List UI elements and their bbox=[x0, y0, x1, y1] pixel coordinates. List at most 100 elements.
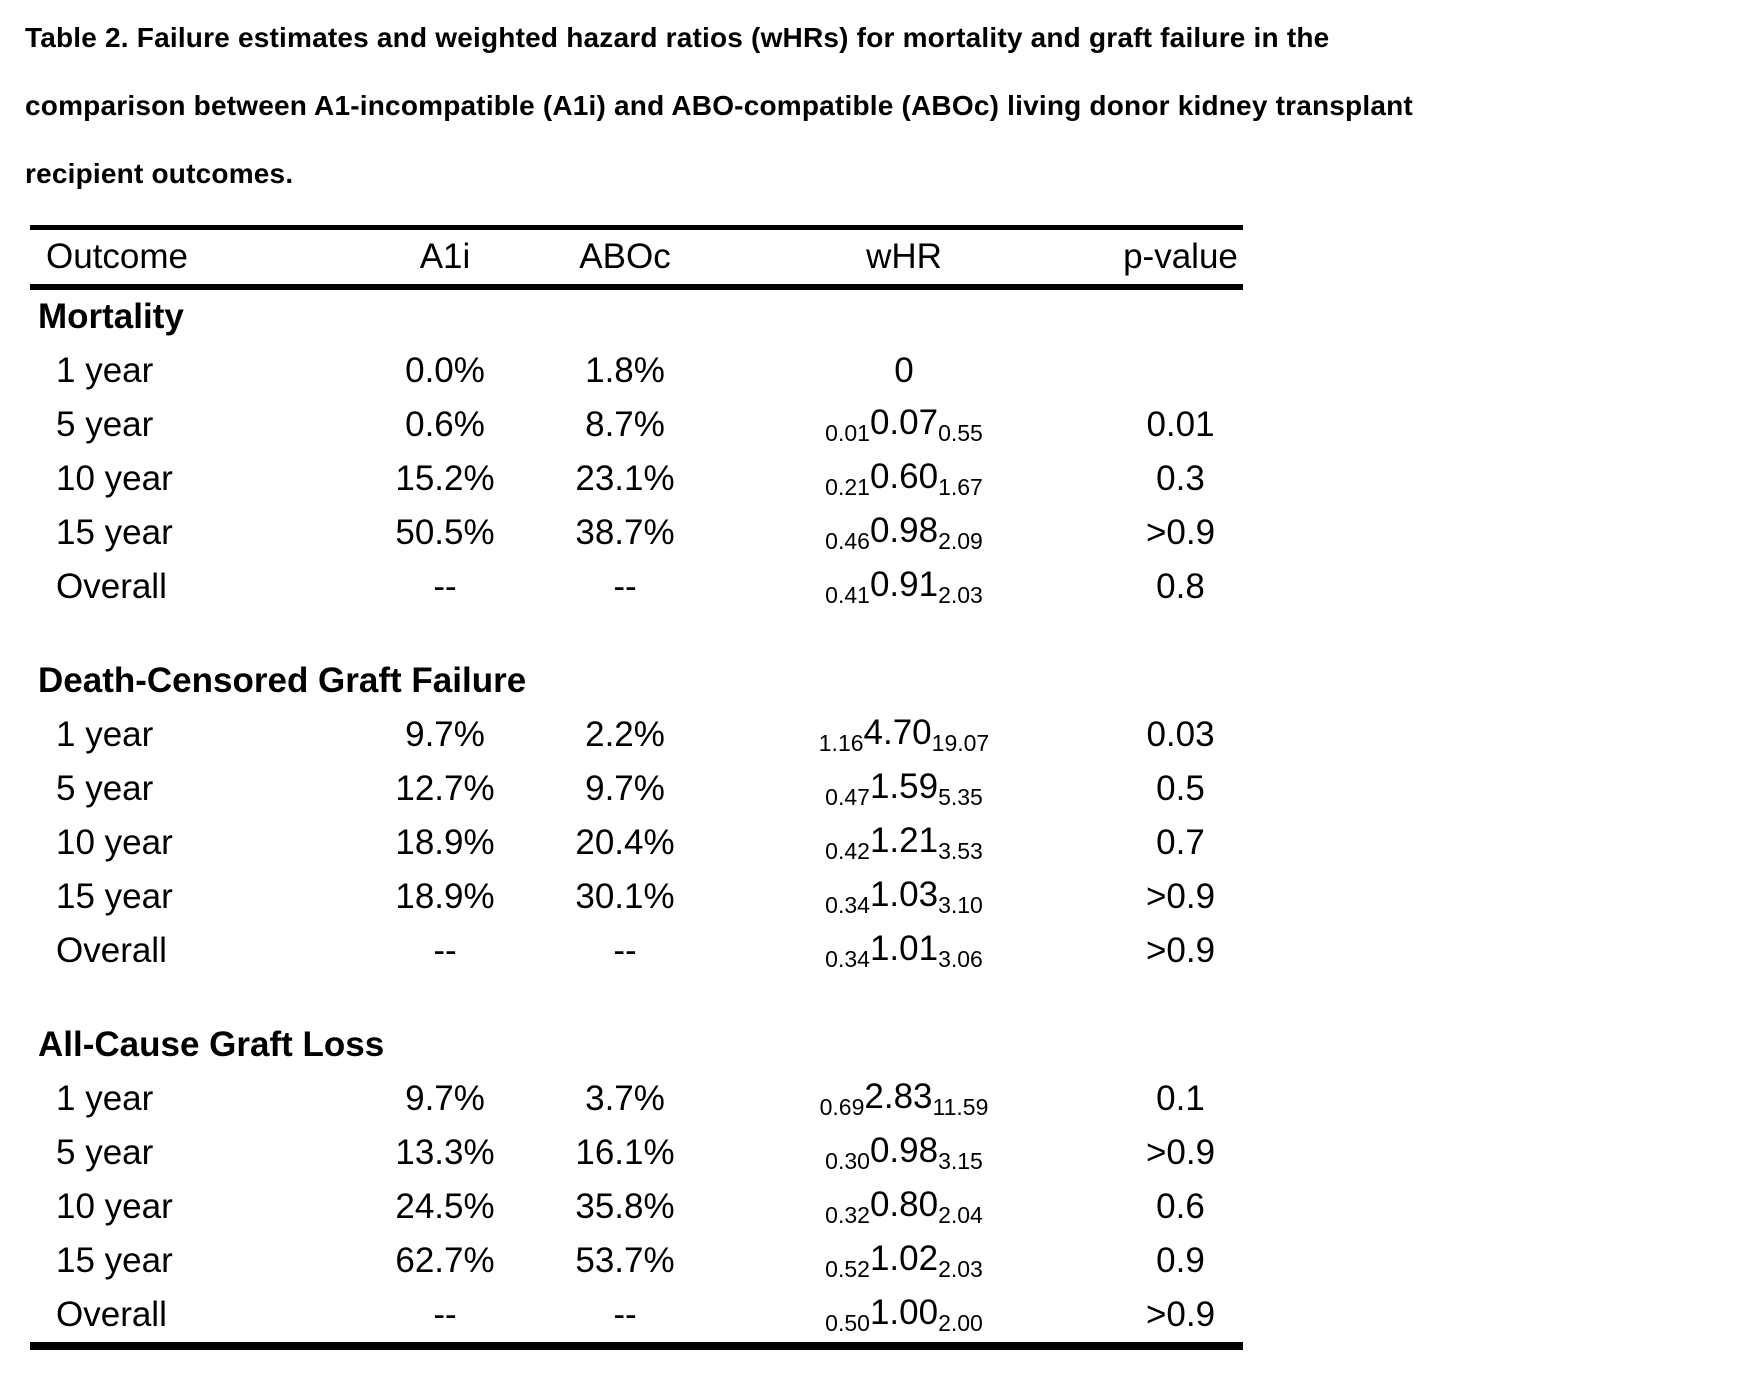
whr-upper-bound: 2.03 bbox=[938, 582, 983, 608]
col-header-whr: wHR bbox=[690, 227, 1118, 290]
whr-cell: 0.341.013.06 bbox=[690, 924, 1118, 978]
p-value-cell: 0.01 bbox=[1146, 405, 1215, 444]
whr-estimate: 1.21 bbox=[869, 821, 939, 860]
table-header: Outcome A1i ABOc wHR p-value bbox=[30, 227, 1243, 290]
p-value-cell: 0.7 bbox=[1156, 823, 1205, 862]
whr-estimate: 1.00 bbox=[869, 1293, 939, 1332]
a1i-cell: 50.5% bbox=[395, 513, 495, 552]
whr-cell: 0.692.8311.59 bbox=[690, 1072, 1118, 1126]
whr-lower-bound: 0.47 bbox=[825, 784, 870, 810]
aboc-cell: -- bbox=[613, 931, 637, 970]
outcome-cell: 15 year bbox=[56, 877, 173, 916]
table-row: Overall -- -- 0.341.013.06 >0.9 bbox=[30, 924, 1243, 978]
whr-cell: 0.410.912.03 bbox=[690, 560, 1118, 614]
outcome-cell: Overall bbox=[56, 1295, 167, 1334]
whr-estimate: 1.59 bbox=[869, 767, 939, 806]
aboc-cell: 35.8% bbox=[575, 1187, 675, 1226]
whr-cell: 0 bbox=[690, 344, 1118, 398]
a1i-cell: 62.7% bbox=[395, 1241, 495, 1280]
table-row: Overall -- -- 0.410.912.03 0.8 bbox=[30, 560, 1243, 614]
whr-estimate: 0.60 bbox=[869, 457, 939, 496]
whr-upper-bound: 3.10 bbox=[938, 892, 983, 918]
a1i-cell: 9.7% bbox=[405, 1079, 485, 1118]
whr-lower-bound: 0.34 bbox=[825, 946, 870, 972]
whr-lower-bound: 0.01 bbox=[825, 420, 870, 446]
table-row: 5 year 13.3% 16.1% 0.300.983.15 >0.9 bbox=[30, 1126, 1243, 1180]
outcome-cell: 1 year bbox=[56, 351, 154, 390]
aboc-cell: 8.7% bbox=[585, 405, 665, 444]
outcome-cell: 5 year bbox=[56, 1133, 154, 1172]
whr-upper-bound: 2.00 bbox=[938, 1310, 983, 1336]
a1i-cell: 0.6% bbox=[405, 405, 485, 444]
header-row: Outcome A1i ABOc wHR p-value bbox=[30, 227, 1243, 290]
a1i-cell: 18.9% bbox=[395, 877, 495, 916]
whr-upper-bound: 5.35 bbox=[938, 784, 983, 810]
outcome-cell: Overall bbox=[56, 567, 167, 606]
whr-lower-bound: 1.16 bbox=[818, 730, 864, 756]
table-body: Mortality 1 year 0.0% 1.8% 0 5 year 0.6% 8.7% 0.… bbox=[30, 287, 1243, 1346]
col-header-p-value: p-value bbox=[1118, 227, 1243, 290]
table-row: 1 year 0.0% 1.8% 0 bbox=[30, 344, 1243, 398]
outcome-cell: 15 year bbox=[56, 513, 173, 552]
section-header-row: Mortality bbox=[30, 287, 1243, 344]
p-value-cell bbox=[1118, 344, 1243, 398]
section-label: Death-Censored Graft Failure bbox=[38, 661, 527, 700]
aboc-cell: 2.2% bbox=[585, 715, 665, 754]
whr-cell: 0.320.802.04 bbox=[690, 1180, 1118, 1234]
section-header-row: Death-Censored Graft Failure bbox=[30, 654, 1243, 708]
outcome-cell: 5 year bbox=[56, 769, 154, 808]
whr-upper-bound: 1.67 bbox=[938, 474, 983, 500]
col-header-a1i: A1i bbox=[330, 227, 560, 290]
whr-lower-bound: 0.46 bbox=[825, 528, 870, 554]
table-row: 10 year 15.2% 23.1% 0.210.601.67 0.3 bbox=[30, 452, 1243, 506]
whr-cell: 0.471.595.35 bbox=[690, 762, 1118, 816]
results-table: Outcome A1i ABOc wHR p-value Mortality 1 … bbox=[30, 225, 1243, 1350]
whr-estimate: 2.83 bbox=[864, 1077, 933, 1116]
section-label: Mortality bbox=[38, 297, 184, 336]
whr-estimate: 0.91 bbox=[869, 565, 939, 604]
whr-estimate: 4.70 bbox=[863, 713, 932, 752]
p-value-cell: >0.9 bbox=[1145, 877, 1216, 916]
title-line: comparison between A1-incompatible (A1i)… bbox=[25, 90, 1413, 121]
whr-upper-bound: 11.59 bbox=[932, 1094, 989, 1120]
whr-cell: 1.164.7019.07 bbox=[690, 708, 1118, 762]
whr-lower-bound: 0.52 bbox=[825, 1256, 870, 1282]
p-value-cell: >0.9 bbox=[1145, 931, 1216, 970]
whr-lower-bound: 0.34 bbox=[825, 892, 870, 918]
aboc-cell: 38.7% bbox=[575, 513, 675, 552]
whr-estimate: 0 bbox=[894, 351, 914, 390]
section-label: All-Cause Graft Loss bbox=[38, 1025, 385, 1064]
whr-cell: 0.341.033.10 bbox=[690, 870, 1118, 924]
spacer-row bbox=[30, 978, 1243, 1018]
p-value-cell: 0.03 bbox=[1146, 715, 1215, 754]
title-line: recipient outcomes. bbox=[25, 158, 294, 189]
col-header-aboc: ABOc bbox=[560, 227, 690, 290]
table-row: 10 year 24.5% 35.8% 0.320.802.04 0.6 bbox=[30, 1180, 1243, 1234]
table-row: 5 year 12.7% 9.7% 0.471.595.35 0.5 bbox=[30, 762, 1243, 816]
a1i-cell: 0.0% bbox=[405, 351, 485, 390]
whr-upper-bound: 2.03 bbox=[938, 1256, 983, 1282]
a1i-cell: 12.7% bbox=[395, 769, 495, 808]
whr-upper-bound: 2.09 bbox=[938, 528, 983, 554]
p-value-cell: >0.9 bbox=[1145, 1295, 1216, 1334]
section-header-row: All-Cause Graft Loss bbox=[30, 1018, 1243, 1072]
a1i-cell: 24.5% bbox=[395, 1187, 495, 1226]
whr-upper-bound: 3.06 bbox=[938, 946, 983, 972]
aboc-cell: 30.1% bbox=[575, 877, 675, 916]
a1i-cell: 9.7% bbox=[405, 715, 485, 754]
whr-lower-bound: 0.32 bbox=[825, 1202, 870, 1228]
whr-cell: 0.300.983.15 bbox=[690, 1126, 1118, 1180]
whr-upper-bound: 3.15 bbox=[938, 1148, 983, 1174]
whr-upper-bound: 19.07 bbox=[931, 730, 990, 756]
aboc-cell: 3.7% bbox=[585, 1079, 665, 1118]
whr-lower-bound: 0.30 bbox=[825, 1148, 870, 1174]
whr-lower-bound: 0.50 bbox=[825, 1310, 870, 1336]
aboc-cell: 20.4% bbox=[575, 823, 675, 862]
aboc-cell: -- bbox=[613, 567, 637, 606]
outcome-cell: 15 year bbox=[56, 1241, 173, 1280]
aboc-cell: 9.7% bbox=[585, 769, 665, 808]
whr-lower-bound: 0.41 bbox=[825, 582, 870, 608]
whr-estimate: 1.03 bbox=[869, 875, 939, 914]
p-value-cell: 0.9 bbox=[1156, 1241, 1205, 1280]
